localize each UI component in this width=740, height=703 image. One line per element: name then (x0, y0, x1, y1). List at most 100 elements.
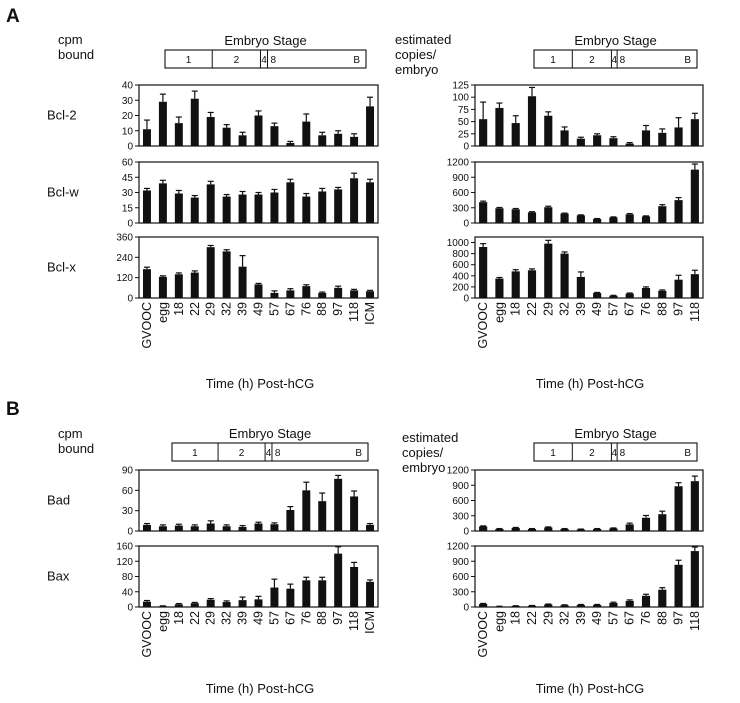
y-tick-label: 0 (463, 294, 469, 305)
x-tick-label: egg (492, 611, 506, 632)
bar (560, 253, 569, 298)
x-tick-label: 32 (220, 302, 234, 316)
y-tick-label: 1200 (447, 542, 470, 553)
x-tick-label: 57 (267, 611, 281, 625)
bar (690, 169, 699, 223)
bar (658, 206, 667, 223)
bar (576, 604, 585, 607)
bar (625, 524, 634, 531)
bar (334, 189, 343, 223)
bar (674, 200, 683, 223)
bar (511, 527, 520, 531)
gene-labels: Bcl-2 Bcl-w Bcl-x Bad Bax (47, 108, 79, 584)
x-tick-label: 22 (525, 611, 539, 625)
y-tick-label: 90 (122, 466, 134, 477)
bar (593, 528, 602, 531)
stage-label: 4 (611, 448, 617, 459)
stage-label: 1 (186, 55, 192, 66)
x-tick-label: egg (156, 611, 170, 632)
bar (350, 290, 359, 298)
stage-box (164, 49, 367, 69)
bar (142, 601, 151, 607)
embryo-stage-bar-3: Embryo Stage 1 2 4 8 B (533, 426, 698, 462)
bar (334, 553, 343, 607)
bar (238, 266, 247, 298)
x-tick-label: GVOOC (476, 611, 490, 658)
bar (593, 218, 602, 223)
chart-a-bcl-2-0: 0 10 20 30 40 (122, 81, 379, 153)
gene-label-bcl-2: Bcl-2 (47, 108, 77, 123)
bar (286, 142, 295, 146)
bar (366, 182, 375, 223)
x-tick-label: egg (156, 302, 170, 323)
y-tick-label: 120 (116, 273, 133, 284)
x-tick-label: 88 (315, 302, 329, 316)
bar (270, 524, 279, 531)
bar (625, 600, 634, 607)
y-tick-label: 900 (452, 557, 469, 568)
est-label-line3: embryo (402, 460, 445, 475)
stage-label: B (684, 448, 691, 459)
x-tick-label: 22 (525, 302, 539, 316)
x-tick-label: 18 (509, 302, 523, 316)
y-tick-label: 300 (452, 203, 469, 214)
bar (495, 528, 504, 531)
stage-title: Embryo Stage (574, 33, 656, 48)
y-tick-label: 30 (122, 506, 134, 517)
stage-label: 1 (550, 448, 556, 459)
x-tick-label: 118 (688, 611, 702, 631)
y-tick-label: 40 (122, 81, 134, 92)
bar (190, 98, 199, 146)
est-label-line1: estimated (402, 430, 458, 445)
bar (366, 291, 375, 298)
y-tick-label: 0 (127, 219, 133, 230)
bar (158, 526, 167, 531)
bar (625, 214, 634, 223)
y-tick-label: 60 (122, 158, 134, 169)
x-tick-label: 67 (623, 302, 637, 316)
cpm-label-line2: bound (58, 47, 94, 62)
bar (544, 604, 553, 607)
y-tick-label: 0 (127, 603, 133, 614)
y-tick-label: 600 (452, 496, 469, 507)
bar (527, 605, 537, 607)
x-axis-title-a-right: Time (h) Post-hCG (536, 376, 645, 391)
bar (511, 209, 520, 223)
bar (222, 251, 231, 298)
bar (174, 123, 183, 146)
x-tick-label: GVOOC (476, 302, 490, 349)
stage-label: B (353, 55, 360, 66)
bar (366, 581, 375, 607)
bar (158, 101, 167, 146)
y-tick-label: 1200 (447, 466, 470, 477)
stage-title: Embryo Stage (229, 426, 311, 441)
chart-b-bax-9: 0 300 600 900 1200 GVOOC egg 18 22 29 32 39 49 57 67 76… (447, 542, 704, 658)
y-tick-label: 0 (463, 603, 469, 614)
bar (286, 290, 295, 298)
bar (479, 603, 488, 607)
y-tick-label: 200 (452, 282, 469, 293)
bar (479, 246, 488, 298)
bar (142, 269, 151, 298)
bar (142, 190, 151, 223)
x-tick-label: 88 (315, 611, 329, 625)
bar (174, 604, 183, 607)
stage-title: Embryo Stage (574, 426, 656, 441)
stage-box (171, 442, 369, 462)
y-tick-label: 600 (452, 188, 469, 199)
bar (641, 130, 651, 146)
x-tick-label: 29 (541, 302, 555, 316)
stage-label: B (355, 448, 362, 459)
bar (609, 602, 618, 607)
y-tick-label: 600 (452, 572, 469, 583)
y-tick-label: 1200 (447, 158, 470, 169)
bar (302, 580, 311, 607)
bar (334, 478, 343, 531)
bar (158, 183, 167, 223)
plot-frame (474, 545, 704, 608)
x-tick-label: 67 (623, 611, 637, 625)
bar (544, 243, 553, 298)
bar (142, 129, 151, 146)
bar (625, 143, 634, 146)
